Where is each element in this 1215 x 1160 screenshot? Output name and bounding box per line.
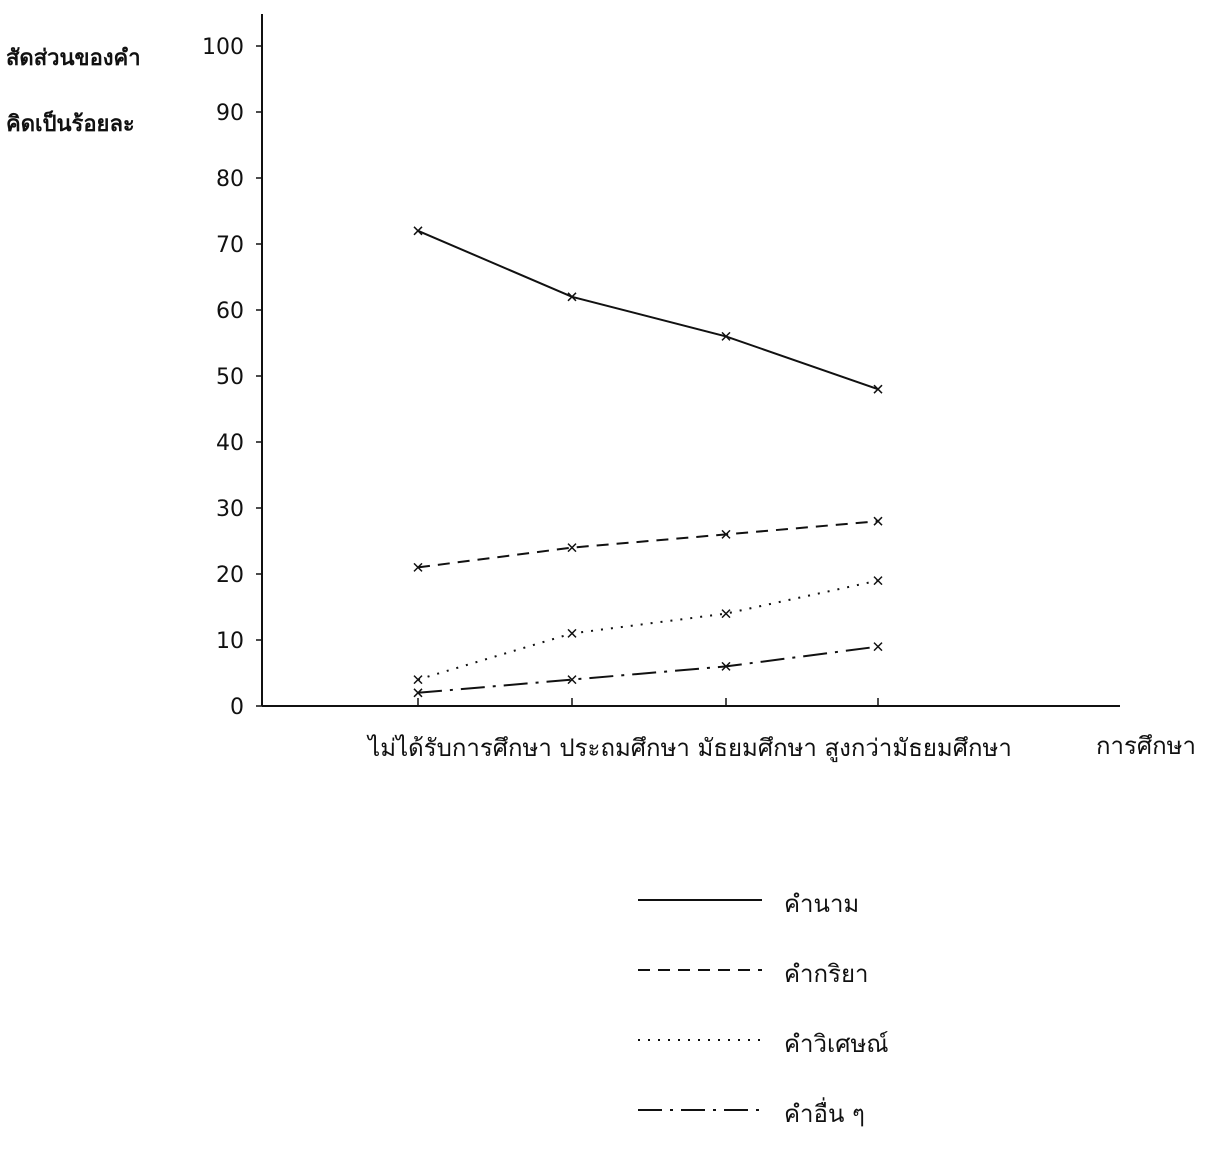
x-ticks (417, 698, 879, 706)
legend-swatch-dashdot (638, 1109, 762, 1111)
data-point (567, 675, 577, 685)
data-point (873, 516, 883, 526)
series-line-2 (417, 579, 879, 681)
legend-swatch-solid (638, 899, 762, 901)
legend-label: คำวิเศษณ์ (784, 1030, 889, 1058)
y-tick-label: 30 (216, 497, 244, 522)
series-line-0 (417, 229, 879, 391)
data-point (567, 628, 577, 638)
data-point (413, 688, 423, 698)
data-point (721, 661, 731, 671)
y-tick-label: 20 (216, 563, 244, 588)
data-point (873, 384, 883, 394)
legend-swatch-dashed (638, 969, 762, 971)
data-point (567, 292, 577, 302)
data-point (567, 543, 577, 553)
series-group (413, 226, 883, 698)
series-line-3 (417, 645, 879, 694)
y-tick-label: 90 (216, 101, 244, 126)
y-tick-label: 80 (216, 167, 244, 192)
y-tick-label: 40 (216, 431, 244, 456)
legend-label: คำนาม (784, 890, 860, 918)
y-tick-label: 0 (230, 695, 244, 720)
legend-swatch-dotted (638, 1039, 762, 1041)
x-axis-label: การศึกษา (1096, 732, 1196, 760)
data-point (413, 226, 423, 236)
y-tick-label: 50 (216, 365, 244, 390)
legend-label: คำอื่น ๆ (784, 1100, 865, 1128)
y-tick-label: 10 (216, 629, 244, 654)
y-ticks: 0 10 20 30 40 50 60 70 80 90 100 (202, 35, 262, 720)
y-axis-label-line-2: คิดเป็นร้อยละ (6, 112, 135, 137)
y-axis-label-line-1: สัดส่วนของคำ (6, 46, 141, 71)
data-point (873, 642, 883, 652)
data-point (873, 576, 883, 586)
x-category-labels: ไม่ได้รับการศึกษา ประถมศึกษา มัธยมศึกษา … (368, 734, 1012, 762)
y-tick-label: 100 (202, 35, 244, 60)
legend-label: คำกริยา (784, 960, 869, 988)
data-point (413, 675, 423, 685)
y-tick-label: 70 (216, 233, 244, 258)
y-tick-label: 60 (216, 299, 244, 324)
data-point (721, 529, 731, 539)
data-point (721, 331, 731, 341)
data-point (413, 562, 423, 572)
series-line-1 (417, 520, 879, 569)
data-point (721, 609, 731, 619)
line-chart: 0 10 20 30 40 50 60 70 80 90 100 (202, 14, 1120, 720)
